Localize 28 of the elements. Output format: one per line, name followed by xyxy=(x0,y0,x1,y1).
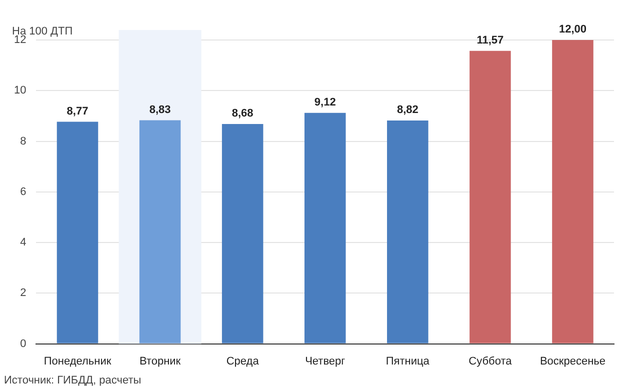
y-tick-label: 8 xyxy=(20,135,26,148)
data-label: 8,77 xyxy=(66,105,88,118)
y-tick-label: 2 xyxy=(20,287,26,300)
data-label: 9,12 xyxy=(314,96,336,108)
x-tick-label: Среда xyxy=(226,355,260,368)
data-label: 11,57 xyxy=(476,34,504,46)
y-tick-label: 6 xyxy=(20,186,26,198)
data-label: 8,83 xyxy=(149,104,171,116)
y-tick-label: 4 xyxy=(20,236,26,249)
bar xyxy=(56,122,98,344)
bar xyxy=(387,120,428,344)
x-tick-label: Воскресенье xyxy=(540,355,606,368)
x-tick-label: Четверг xyxy=(305,355,346,368)
bar xyxy=(139,120,181,344)
text: Источник: ГИБДД, расчеты xyxy=(4,374,142,387)
data-label: 8,82 xyxy=(396,104,418,116)
bar xyxy=(222,124,264,344)
bar xyxy=(304,112,346,344)
x-tick-label: Суббота xyxy=(468,355,513,368)
x-tick-label: Вторник xyxy=(139,355,181,368)
y-tick-label: 0 xyxy=(20,338,26,350)
bar xyxy=(552,40,594,344)
y-tick-label: 10 xyxy=(14,84,26,97)
bar xyxy=(470,50,511,344)
data-label: 8,68 xyxy=(232,108,254,120)
x-tick-label: Пятница xyxy=(386,355,430,368)
x-tick-label: Понедельник xyxy=(44,355,112,368)
data-label: 12,00 xyxy=(558,24,586,36)
